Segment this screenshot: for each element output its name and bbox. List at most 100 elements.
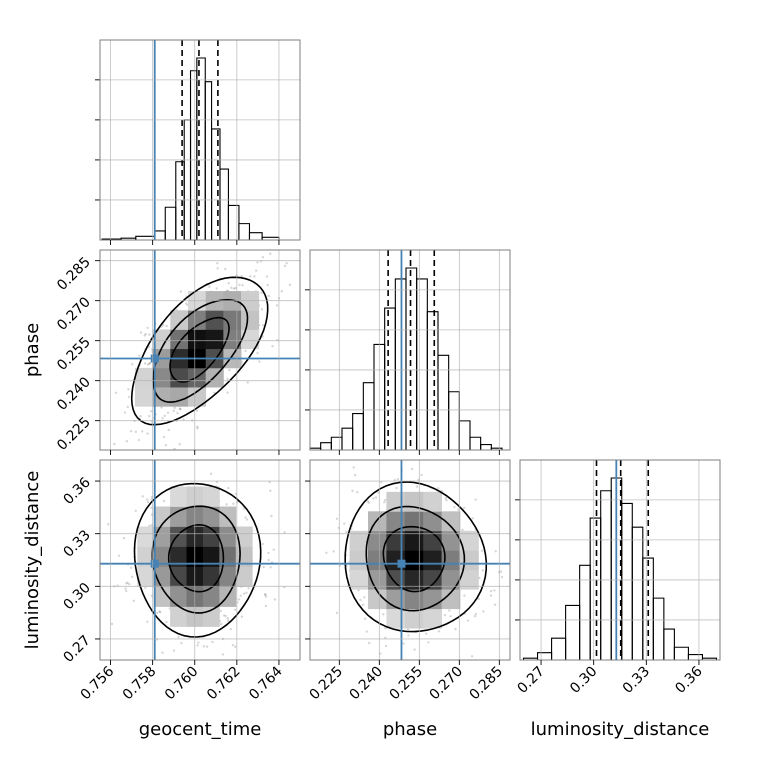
sample-point	[384, 644, 388, 648]
y-tick-label: 0.30	[60, 580, 93, 613]
sample-point	[215, 287, 218, 290]
density-cell	[368, 550, 387, 571]
sample-point	[134, 509, 137, 512]
sample-point	[146, 363, 150, 366]
truth-marker	[150, 559, 159, 568]
sample-point	[239, 594, 242, 597]
sample-point	[266, 283, 269, 287]
hist-bin	[621, 502, 633, 660]
sample-point	[270, 514, 273, 518]
sample-point	[242, 592, 246, 595]
sample-point	[125, 589, 128, 593]
xlabel-phase: phase	[383, 719, 437, 740]
hist-bin	[469, 436, 482, 450]
sample-point	[247, 587, 250, 590]
sample-point	[351, 489, 354, 492]
sample-point	[463, 506, 466, 509]
sample-point	[180, 641, 183, 645]
sample-point	[164, 443, 168, 447]
sample-point	[228, 368, 231, 372]
sample-point	[127, 388, 130, 391]
sample-point	[474, 498, 477, 501]
sample-point	[139, 331, 143, 334]
sample-point	[150, 524, 153, 527]
sample-point	[366, 500, 370, 503]
panel-frame	[309, 249, 511, 451]
density-cell	[202, 566, 220, 587]
sample-point	[263, 593, 267, 597]
sample-point	[232, 287, 236, 290]
sample-point	[177, 635, 180, 639]
density-cell	[134, 387, 154, 407]
sample-point	[179, 408, 182, 411]
hist-bin	[204, 81, 213, 240]
sample-point	[130, 566, 133, 569]
sample-point	[449, 615, 452, 618]
sample-point	[396, 478, 400, 481]
sample-point	[241, 284, 244, 287]
sample-point	[445, 499, 448, 502]
sample-point	[146, 326, 149, 330]
sample-point	[167, 428, 170, 432]
hist-bin	[330, 436, 343, 450]
density-cell	[219, 566, 237, 587]
hist-bin	[175, 161, 185, 240]
density-panel	[113, 252, 306, 450]
density-cell	[386, 530, 406, 551]
sample-point	[123, 411, 127, 414]
sample-point	[126, 405, 129, 409]
sample-point	[148, 414, 151, 418]
sample-point	[280, 290, 283, 293]
sample-point	[148, 333, 151, 336]
density-cell	[404, 550, 424, 571]
sample-point	[256, 261, 259, 264]
sample-point	[302, 271, 304, 273]
density-cell	[404, 608, 424, 629]
hist-bin	[416, 278, 428, 450]
sample-point	[271, 344, 274, 348]
sample-point	[370, 436, 372, 438]
hist-bin	[480, 443, 492, 450]
sample-point	[172, 649, 176, 652]
panel-frame	[99, 459, 301, 661]
sample-point	[493, 603, 497, 606]
sample-point	[372, 497, 375, 500]
sample-point	[499, 570, 503, 573]
panel-frame	[99, 249, 301, 451]
density-cell	[170, 506, 187, 527]
density-cell	[137, 566, 155, 587]
sample-point	[205, 645, 209, 648]
truth-marker	[397, 559, 406, 568]
sample-point	[172, 409, 175, 413]
density-cell	[188, 387, 207, 407]
sample-point	[196, 644, 199, 647]
density-cell	[202, 586, 220, 607]
hist-bin	[448, 391, 460, 450]
contour-line	[133, 482, 262, 638]
sample-point	[144, 332, 147, 336]
sample-point	[448, 609, 451, 612]
density-cell	[423, 569, 442, 590]
sample-point	[283, 531, 286, 534]
density-cell	[441, 530, 461, 551]
sample-point	[158, 610, 161, 613]
sample-point	[463, 594, 466, 597]
sample-point	[302, 302, 304, 304]
density-cell	[153, 506, 171, 527]
hist-bin	[183, 119, 192, 240]
hist-bin	[687, 653, 704, 660]
sample-point	[173, 406, 176, 409]
sample-point	[146, 620, 149, 623]
sample-point	[162, 435, 166, 439]
sample-point	[132, 599, 136, 603]
sample-point	[513, 595, 515, 597]
sample-point	[148, 362, 151, 366]
sample-point	[357, 589, 360, 592]
sample-point	[143, 362, 147, 365]
sample-point	[304, 320, 306, 322]
sample-point	[383, 498, 387, 502]
sample-point	[234, 286, 237, 290]
sample-point	[182, 418, 185, 421]
hist-bin	[490, 447, 503, 450]
sample-point	[253, 275, 256, 278]
